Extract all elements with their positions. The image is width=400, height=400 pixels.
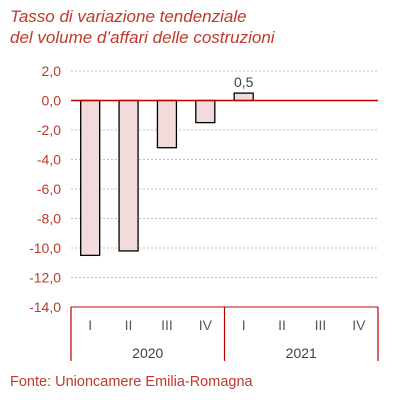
bar	[233, 92, 254, 102]
y-tick-label: -10,0	[29, 240, 61, 256]
x-group-label: 2020	[132, 345, 163, 361]
y-tick-label: 0,0	[42, 93, 62, 109]
x-tick-label: I	[88, 317, 92, 333]
y-tick-label: -14,0	[29, 299, 61, 315]
y-tick-label: -12,0	[29, 270, 61, 286]
y-tick-label: -8,0	[37, 211, 61, 227]
bar	[156, 99, 178, 149]
x-tick-label: II	[278, 317, 286, 333]
x-tick-label: III	[161, 317, 173, 333]
x-tick-label: I	[242, 317, 246, 333]
chart-title: Tasso di variazione tendenziale del volu…	[10, 6, 394, 48]
chart-title-line-2: del volume d’affari delle costruzioni	[10, 28, 275, 47]
bar	[118, 99, 139, 252]
x-tick-label: III	[315, 317, 327, 333]
y-tick-label: -4,0	[37, 152, 61, 168]
bar	[195, 99, 216, 124]
data-label: 0,5	[234, 74, 254, 90]
x-tick-label: II	[125, 317, 133, 333]
y-tick-label: -2,0	[37, 122, 61, 138]
chart-title-line-1: Tasso di variazione tendenziale	[10, 7, 247, 26]
y-tick-label: 2,0	[42, 63, 62, 79]
x-tick-label: IV	[199, 317, 213, 333]
source-note: Fonte: Unioncamere Emilia-Romagna	[10, 374, 253, 390]
y-tick-label: -6,0	[37, 181, 61, 197]
bar	[80, 99, 101, 257]
x-tick-label: IV	[352, 317, 366, 333]
x-group-label: 2021	[286, 345, 317, 361]
